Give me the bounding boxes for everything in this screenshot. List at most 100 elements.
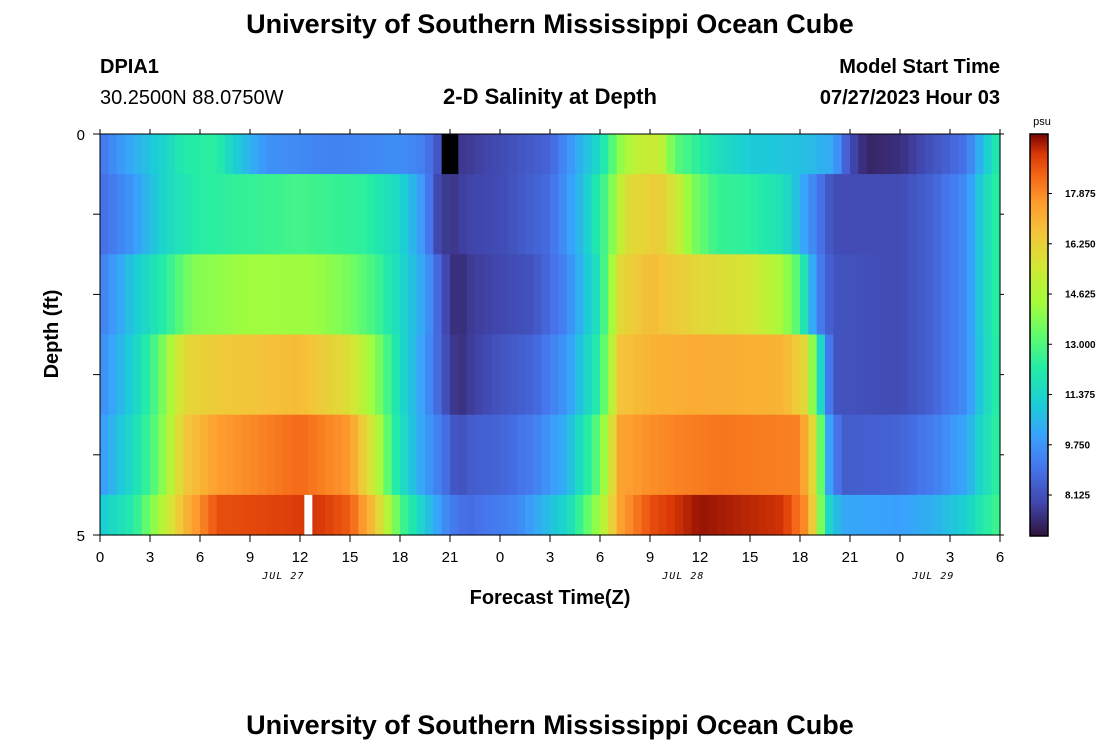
heat-cell-r2-c44 — [466, 254, 476, 336]
heat-cell-r2-c8 — [166, 254, 176, 336]
heat-cell-r5-c95 — [891, 494, 901, 536]
heat-cell-r4-c10 — [183, 414, 193, 496]
heat-cell-r3-c23 — [291, 334, 301, 416]
heat-cell-r3-c67 — [658, 334, 668, 416]
heat-cell-r2-c71 — [691, 254, 701, 336]
heat-cell-r0-c56 — [566, 134, 576, 175]
heat-cell-r0-c53 — [541, 134, 551, 175]
heat-cell-r5-c105 — [975, 494, 984, 536]
heat-cell-r5-c72 — [700, 494, 709, 536]
heat-cell-r0-c92 — [866, 134, 876, 175]
heat-cell-r5-c104 — [966, 494, 976, 536]
heat-cell-r1-c11 — [191, 174, 201, 255]
heat-cell-r4-c29 — [341, 414, 351, 496]
heat-cell-r3-c31 — [358, 334, 368, 416]
heat-cell-r3-c26 — [316, 334, 326, 416]
heat-cell-r0-c107 — [991, 134, 1001, 175]
heat-cell-r2-c29 — [341, 254, 351, 336]
heat-cell-r0-c94 — [883, 134, 893, 175]
heat-cell-r2-c86 — [816, 254, 826, 336]
heat-cell-r4-c95 — [891, 414, 901, 496]
heat-cell-r5-c69 — [675, 494, 684, 536]
heat-cell-r1-c19 — [258, 174, 268, 255]
heat-cell-r5-c0 — [100, 494, 109, 536]
heat-cell-r4-c58 — [583, 414, 593, 496]
heat-cell-r2-c35 — [391, 254, 401, 336]
heat-cell-r1-c22 — [283, 174, 293, 255]
heat-cell-r1-c55 — [558, 174, 568, 255]
heat-cell-r2-c92 — [866, 254, 876, 336]
model-start-time: 07/27/2023 Hour 03 — [819, 87, 1000, 109]
heat-cell-r5-c37 — [408, 494, 418, 536]
heat-cell-r1-c5 — [141, 174, 151, 255]
heat-cell-r2-c16 — [233, 254, 243, 336]
heat-cell-r0-c46 — [483, 134, 493, 175]
heat-cell-r5-c25 — [308, 494, 318, 536]
heat-cell-r0-c97 — [908, 134, 918, 175]
heat-cell-r5-c87 — [825, 494, 834, 536]
heat-cell-r0-c7 — [158, 134, 168, 175]
heat-cell-r3-c10 — [183, 334, 193, 416]
heat-cell-r1-c44 — [466, 174, 476, 255]
heat-cell-r2-c9 — [175, 254, 184, 336]
heat-cell-r3-c19 — [258, 334, 268, 416]
heat-cell-r3-c33 — [375, 334, 384, 416]
heat-cell-r3-c65 — [641, 334, 651, 416]
heat-cell-r2-c14 — [216, 254, 226, 336]
heat-cell-r5-c46 — [483, 494, 493, 536]
heat-cell-r2-c95 — [891, 254, 901, 336]
heat-cell-r5-c81 — [775, 494, 784, 536]
heat-cell-r3-c52 — [533, 334, 543, 416]
heat-cell-r2-c33 — [375, 254, 384, 336]
heat-cell-r2-c3 — [125, 254, 134, 336]
heat-cell-r2-c103 — [958, 254, 968, 336]
heat-cell-r3-c9 — [175, 334, 184, 416]
heat-cell-r0-c21 — [275, 134, 284, 175]
heat-cell-r4-c30 — [350, 414, 359, 496]
heat-cell-r5-c92 — [866, 494, 876, 536]
heat-cell-r2-c40 — [433, 254, 443, 336]
heat-cell-r3-c60 — [600, 334, 609, 416]
heat-cell-r4-c46 — [483, 414, 493, 496]
heat-cell-r3-c92 — [866, 334, 876, 416]
heat-cell-r4-c78 — [750, 414, 759, 496]
heat-cell-r5-c65 — [641, 494, 651, 536]
heat-cell-r5-c18 — [250, 494, 259, 536]
heat-cell-r0-c89 — [841, 134, 851, 175]
heat-cell-r0-c34 — [383, 134, 393, 175]
heat-cell-r2-c105 — [975, 254, 984, 336]
heat-cell-r4-c74 — [716, 414, 726, 496]
heat-cell-r1-c26 — [316, 174, 326, 255]
heat-cell-r3-c84 — [800, 334, 809, 416]
heat-cell-r4-c22 — [283, 414, 293, 496]
heat-cell-r0-c19 — [258, 134, 268, 175]
heat-cell-r5-c75 — [725, 494, 734, 536]
heat-cell-r1-c85 — [808, 174, 818, 255]
heat-cell-r5-c8 — [166, 494, 176, 536]
x-tick-label: 18 — [792, 549, 809, 566]
heat-cell-r0-c2 — [116, 134, 126, 175]
salinity-heatmap-chart: 0 3 6 9 12 15 18 21 0 3 6 9 12 15 18 21 0 3 6 05 JUL 27 JUL… — [41, 116, 1096, 609]
heat-cell-r4-c81 — [775, 414, 784, 496]
heat-cell-r4-c54 — [550, 414, 559, 496]
heat-cell-r1-c63 — [625, 174, 634, 255]
heat-cell-r4-c52 — [533, 414, 543, 496]
heat-cell-r3-c13 — [208, 334, 218, 416]
heat-cell-r0-c45 — [475, 134, 484, 175]
heat-cell-r3-c68 — [666, 334, 676, 416]
heat-cell-r0-c50 — [516, 134, 526, 175]
heat-cell-r3-c16 — [233, 334, 243, 416]
heat-cell-r2-c58 — [583, 254, 593, 336]
heat-cell-r5-c63 — [625, 494, 634, 536]
x-axis-label: Forecast Time(Z) — [470, 587, 631, 609]
heat-cell-r2-c13 — [208, 254, 218, 336]
heat-cell-r5-c59 — [591, 494, 601, 536]
x-tick-label: 0 — [96, 549, 104, 566]
heat-cell-r1-c30 — [350, 174, 359, 255]
heat-cell-r1-c104 — [966, 174, 976, 255]
heat-cell-r0-c90 — [850, 134, 859, 175]
heat-cell-r2-c4 — [133, 254, 143, 336]
heat-cell-r4-c53 — [541, 414, 551, 496]
heat-cell-r3-c63 — [625, 334, 634, 416]
heat-cell-r3-c24 — [300, 334, 309, 416]
